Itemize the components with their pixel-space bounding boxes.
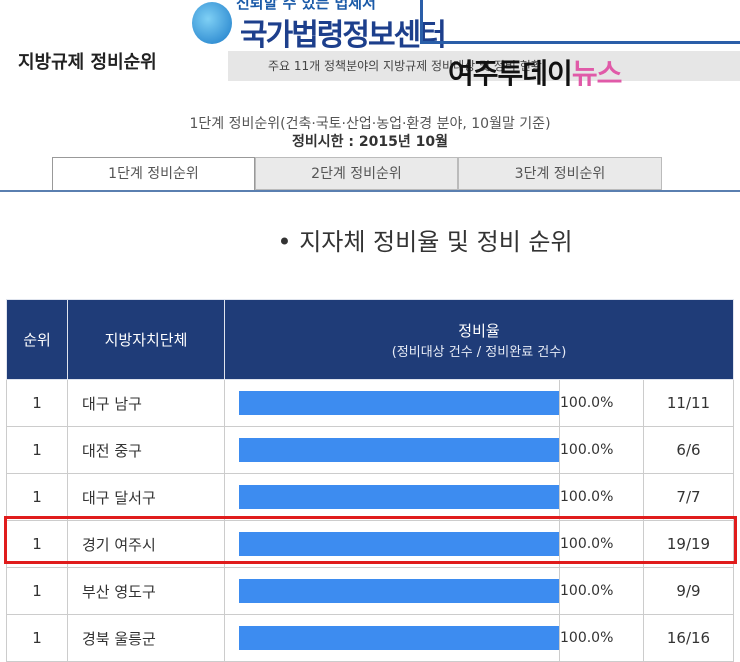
- rank: 1: [6, 473, 68, 521]
- page-title: 지방규제 정비순위: [18, 52, 157, 73]
- table-row: 1 대구 남구 100.0% 11/11: [6, 379, 734, 427]
- header-row: 순위 지방자치단체 정비율 (정비대상 건수 / 정비완료 건수): [6, 299, 734, 380]
- watermark: 여주투데이뉴스: [448, 52, 623, 92]
- logo-icon: [192, 2, 232, 44]
- highlight-box: [4, 516, 737, 564]
- logo[interactable]: 국가법령정보센터: [240, 18, 447, 53]
- region: 경기 여주시: [67, 520, 225, 568]
- bar-cell: [224, 473, 560, 521]
- rate: 100.0%: [559, 520, 644, 568]
- tab[interactable]: 3단계 정비순위: [458, 157, 662, 190]
- logo-tagline: 신뢰할 수 있는 법제서: [236, 0, 376, 12]
- rate: 100.0%: [559, 379, 644, 427]
- region: 대구 남구: [67, 379, 225, 427]
- region: 부산 영도구: [67, 567, 225, 615]
- column-header: 순위: [6, 299, 68, 380]
- count: 16/16: [643, 614, 734, 662]
- tab[interactable]: 2단계 정비순위: [255, 157, 458, 190]
- table-row: 1 대전 중구 100.0% 6/6: [6, 426, 734, 474]
- count: 6/6: [643, 426, 734, 474]
- banner: 주요 11개 정책분야의 지방규제 정비대상 및 정비 현황: [228, 51, 740, 81]
- count: 7/7: [643, 473, 734, 521]
- bar-cell: [224, 379, 560, 427]
- column-header: 지방자치단체: [67, 299, 225, 380]
- tab[interactable]: 1단계 정비순위: [52, 157, 255, 192]
- bar-cell: [224, 614, 560, 662]
- rate: 100.0%: [559, 614, 644, 662]
- bar: [239, 438, 559, 462]
- rate: 100.0%: [559, 567, 644, 615]
- table-row: 1 경기 여주시 100.0% 19/19: [6, 520, 734, 568]
- bar: [239, 579, 559, 603]
- rank: 1: [6, 567, 68, 615]
- count: 9/9: [643, 567, 734, 615]
- table-body: 1 대구 남구 100.0% 11/11 1 대전 중구 100.0% 6/6 1 대구 달서구 1…: [6, 379, 734, 662]
- rank: 1: [6, 426, 68, 474]
- bar: [239, 485, 559, 509]
- rank: 1: [6, 614, 68, 662]
- watermark-text: 여주투데이: [448, 57, 573, 90]
- bar-cell: [224, 520, 560, 568]
- bar-cell: [224, 567, 560, 615]
- bar: [239, 391, 559, 415]
- section-title: • 지자체 정비율 및 정비 순위: [277, 228, 573, 256]
- ranking-table: 순위 지방자치단체 정비율 (정비대상 건수 / 정비완료 건수) 1 대구 남구 1…: [6, 299, 734, 662]
- watermark-text: 뉴스: [571, 57, 623, 90]
- table-row: 1 대구 달서구 100.0% 7/7: [6, 473, 734, 521]
- table-row: 1 경북 울릉군 100.0% 16/16: [6, 614, 734, 662]
- column-header-text: 정비율: [458, 321, 500, 340]
- region: 대전 중구: [67, 426, 225, 474]
- tab-line: [0, 190, 740, 192]
- rank: 1: [6, 520, 68, 568]
- table-row: 1 부산 영도구 100.0% 9/9: [6, 567, 734, 615]
- rate: 100.0%: [559, 473, 644, 521]
- region: 경북 울릉군: [67, 614, 225, 662]
- count: 11/11: [643, 379, 734, 427]
- notice: 1단계 정비순위(건축·국토·산업·농업·환경 분야, 10월말 기준): [189, 116, 551, 132]
- rate: 100.0%: [559, 426, 644, 474]
- column-subheader: (정비대상 건수 / 정비완료 건수): [391, 344, 567, 360]
- bar: [239, 532, 559, 556]
- region: 대구 달서구: [67, 473, 225, 521]
- bar: [239, 626, 559, 650]
- rank: 1: [6, 379, 68, 427]
- bar-cell: [224, 426, 560, 474]
- header-box: [420, 0, 740, 44]
- column-header: 정비율 (정비대상 건수 / 정비완료 건수): [224, 299, 734, 380]
- count: 19/19: [643, 520, 734, 568]
- notice: 정비시한 : 2015년 10월: [292, 134, 448, 150]
